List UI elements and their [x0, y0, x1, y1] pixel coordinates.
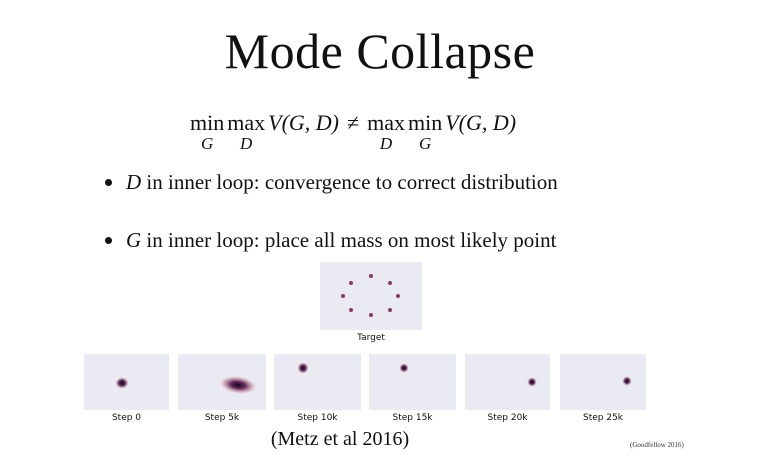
generator-blob [527, 377, 537, 387]
target-panel [320, 262, 422, 330]
v-symbol: V [268, 110, 282, 135]
min-operator: min G [190, 110, 225, 153]
value-function: V(G, D) [445, 112, 516, 134]
op-text: max [227, 110, 266, 135]
target-mode [341, 294, 345, 298]
generator-blob [622, 376, 632, 386]
step-panel [84, 354, 169, 410]
not-equal-sign: ≠ [347, 110, 360, 135]
target-label: Target [357, 333, 385, 343]
step-panel [178, 354, 266, 410]
target-mode [396, 294, 400, 298]
op-text: max [367, 110, 405, 135]
bullet-variable: D [126, 170, 142, 194]
small-citation: (Goodfellow 2016) [630, 441, 684, 449]
max-operator: max D [227, 110, 266, 153]
target-mode [388, 308, 392, 312]
step-label: Step 15k [392, 413, 433, 423]
bullet-dot [105, 236, 112, 244]
target-mode [349, 281, 353, 285]
step-label: Step 20k [487, 413, 528, 423]
v-args: (G, D) [458, 110, 517, 135]
op-subscript: G [200, 134, 214, 153]
citation: (Metz et al 2016) [270, 428, 410, 450]
bullet-item: D in inner loop: convergence to correct … [105, 170, 558, 195]
step-label: Step 10k [297, 413, 338, 423]
step-panel [465, 354, 550, 410]
generator-blob [399, 363, 409, 373]
target-mode [349, 308, 353, 312]
generator-blob [115, 377, 129, 389]
min-operator: min G [407, 110, 443, 153]
generator-blob [297, 362, 309, 374]
target-plot [341, 274, 400, 317]
slide-title: Mode Collapse [224, 23, 536, 79]
step-label: Step 5k [204, 413, 240, 423]
value-function: V(G, D) [268, 112, 339, 134]
op-subscript: D [240, 134, 253, 153]
op-subscript: D [379, 134, 393, 153]
v-symbol: V [445, 110, 459, 135]
step-label: Step 25k [582, 413, 624, 423]
step-panel [369, 354, 456, 410]
target-mode [369, 313, 373, 317]
op-subscript: G [418, 134, 432, 153]
bullet-text: in inner loop: place all mass on most li… [141, 228, 557, 252]
minimax-formula: min G max D V(G, D) ≠ max D min G V(G, D… [190, 112, 522, 162]
op-text: min [407, 110, 443, 135]
target-mode [388, 281, 392, 285]
op-text: min [190, 110, 225, 135]
bullet-variable: G [126, 228, 142, 252]
generator-blob [219, 375, 257, 395]
bullet-text: in inner loop: convergence to correct di… [141, 170, 558, 194]
target-mode [369, 274, 373, 278]
bullet-dot [105, 178, 112, 186]
step-label: Step 0 [111, 413, 142, 423]
max-operator: max D [367, 110, 405, 153]
step-panel [560, 354, 646, 410]
bullet-item: G in inner loop: place all mass on most … [105, 228, 556, 253]
step-panel [274, 354, 361, 410]
v-args: (G, D) [281, 110, 340, 135]
